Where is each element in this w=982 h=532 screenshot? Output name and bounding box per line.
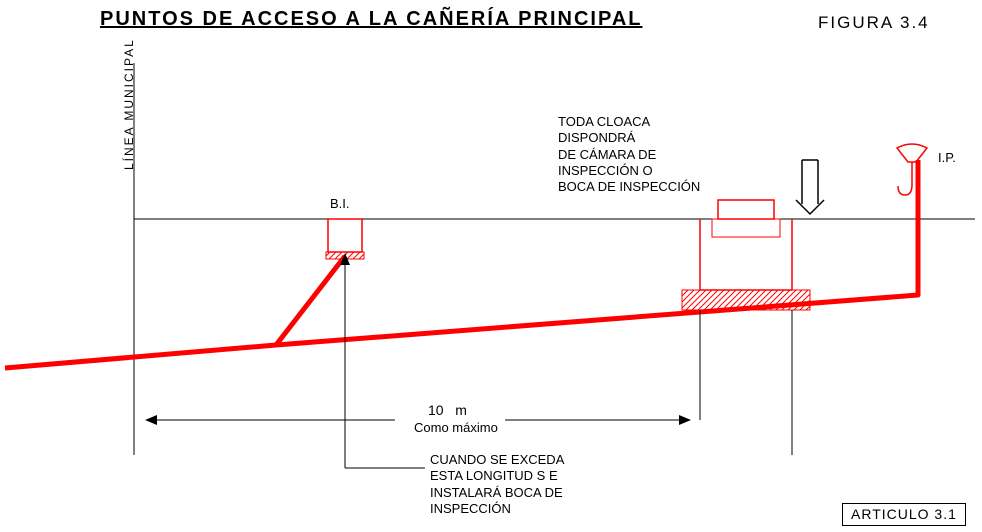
figure-3-4: { "title": "PUNTOS DE ACCESO A LA CAÑERÍ… [0,0,982,532]
ip-fixture [897,144,927,195]
chamber-arrow [796,160,824,214]
diagram-svg [0,0,982,532]
bi-pointer [345,264,425,468]
bi-box [326,219,364,259]
inspection-chamber [682,200,810,310]
bi-branch-pipe [276,256,345,345]
main-pipe [5,160,918,368]
